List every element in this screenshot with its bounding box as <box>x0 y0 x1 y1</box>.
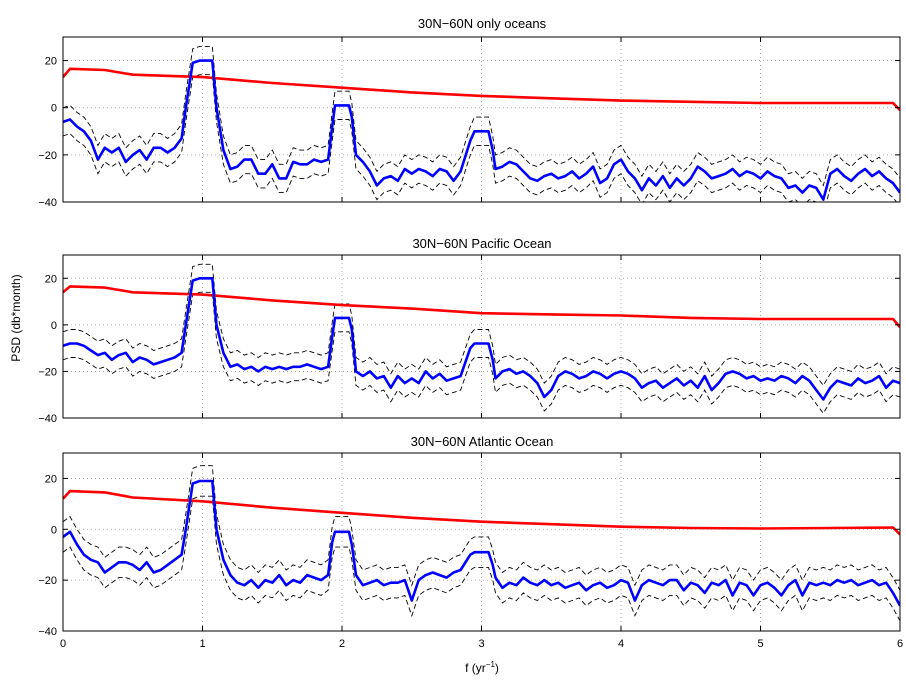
confidence-upper-line <box>63 263 900 387</box>
x-tick-label: 3 <box>478 638 484 650</box>
y-tick-label: −20 <box>38 366 57 378</box>
x-tick-label: 2 <box>339 638 345 650</box>
y-tick-label: 20 <box>45 473 57 485</box>
x-tick-label: 0 <box>60 638 66 650</box>
x-tick-label: 5 <box>757 638 763 650</box>
x-tick-label: 4 <box>618 638 624 650</box>
confidence-lower-line <box>63 291 900 415</box>
x-axis-label-exponent: −1 <box>486 660 496 669</box>
y-tick-label: −20 <box>38 150 57 162</box>
y-tick-label: −40 <box>38 413 57 425</box>
panel-atlantic-ocean: 0 1 2 3 4 5 6 −40 −20 0 20 <box>38 452 903 650</box>
background-line <box>63 489 900 536</box>
y-tick-label: 0 <box>51 103 57 115</box>
plot-area <box>63 255 900 418</box>
x-tick-label: 1 <box>199 638 205 650</box>
x-tick-label: 6 <box>897 638 903 650</box>
panel-title-atlantic-ocean: 30N−60N Atlantic Ocean <box>411 434 554 449</box>
background-line <box>63 67 900 112</box>
panel-only-oceans: −40 −20 0 20 <box>38 36 901 209</box>
y-tick-label: 20 <box>45 273 57 285</box>
spectrum-line <box>63 479 900 607</box>
plot-area <box>63 37 900 202</box>
y-tick-label: −40 <box>38 626 57 638</box>
panel-pacific-ocean: −40 −20 0 20 <box>38 254 901 425</box>
y-tick-label: 0 <box>51 320 57 332</box>
background-line <box>63 285 900 329</box>
x-axis-label-close: ) <box>495 661 499 675</box>
panel-title-pacific-ocean: 30N−60N Pacific Ocean <box>412 236 551 251</box>
spectrum-line <box>63 59 900 201</box>
y-tick-label: −40 <box>38 197 57 209</box>
x-axis-label: f (yr−1) <box>465 660 499 675</box>
y-tick-label: −20 <box>38 575 57 587</box>
x-axis-label-main: f (yr <box>465 661 486 675</box>
y-axis-label: PSD (db*month) <box>9 274 23 361</box>
y-tick-label: 0 <box>51 524 57 536</box>
confidence-lower-line <box>63 495 900 622</box>
y-tick-label: 20 <box>45 56 57 68</box>
confidence-upper-line <box>63 465 900 591</box>
spectrum-line <box>63 276 900 401</box>
panel-title-only-oceans: 30N−60N only oceans <box>418 16 547 31</box>
